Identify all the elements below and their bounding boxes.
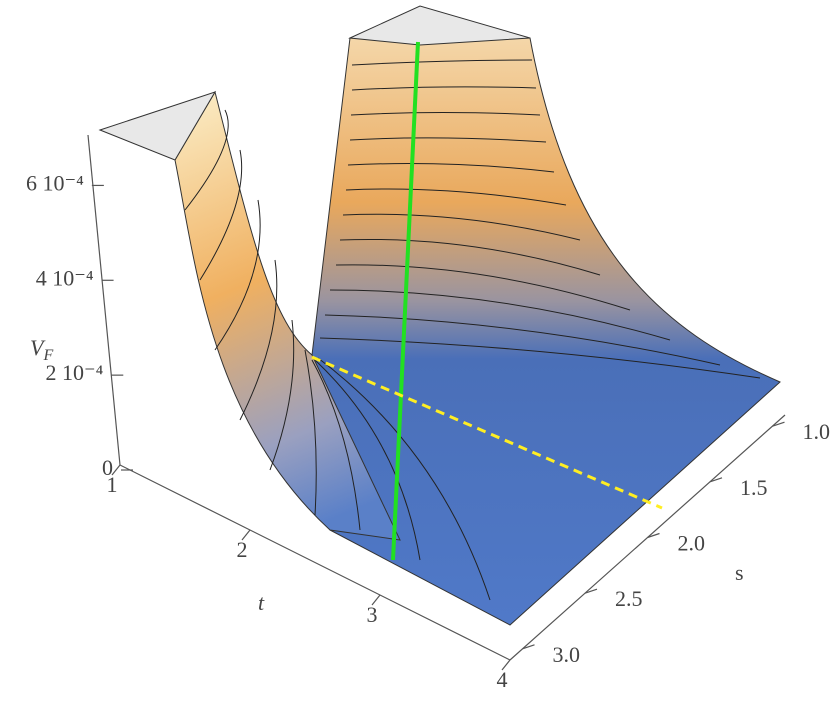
tick-mark bbox=[371, 594, 381, 606]
tick-label: 3 bbox=[367, 602, 378, 627]
x-axis-label: t bbox=[258, 590, 265, 615]
tick-mark bbox=[584, 588, 598, 594]
tick-mark bbox=[241, 529, 251, 541]
tick-mark bbox=[647, 532, 660, 539]
tick-label: 4 10⁻⁴ bbox=[36, 265, 94, 290]
tick-mark bbox=[772, 421, 785, 427]
contours bbox=[184, 59, 761, 601]
surface-cap bbox=[98, 91, 217, 161]
z-axis bbox=[87, 134, 121, 466]
tick-mark bbox=[111, 464, 121, 476]
tick-label: 2 bbox=[237, 537, 248, 562]
surface-cap bbox=[348, 5, 531, 46]
x-axis bbox=[119, 464, 511, 661]
tick-label: 1.0 bbox=[803, 419, 830, 444]
surface bbox=[311, 37, 781, 626]
z-axis-label-base: V bbox=[30, 335, 46, 360]
surface bbox=[174, 90, 401, 541]
z-axis-label-subscript: F bbox=[42, 347, 53, 364]
path-line bbox=[311, 355, 663, 510]
tick-mark bbox=[501, 659, 511, 671]
tick-label: 3.0 bbox=[553, 642, 581, 667]
tick-label: 2.5 bbox=[615, 586, 643, 611]
tick-label: 1.5 bbox=[740, 475, 768, 500]
path-line bbox=[391, 41, 420, 561]
tick-label: 0 bbox=[102, 455, 113, 480]
tick-label: 4 bbox=[497, 667, 508, 692]
tick-label: 2 10⁻⁴ bbox=[45, 360, 103, 385]
tick-label: 1 bbox=[107, 472, 118, 497]
tick-mark bbox=[522, 644, 535, 650]
tick-label: 2.0 bbox=[678, 531, 706, 556]
tick-mark bbox=[709, 477, 723, 483]
z-axis-label: VF bbox=[30, 335, 53, 364]
tick-label: 6 10⁻⁴ bbox=[26, 170, 84, 195]
y-axis-label: s bbox=[735, 560, 744, 585]
